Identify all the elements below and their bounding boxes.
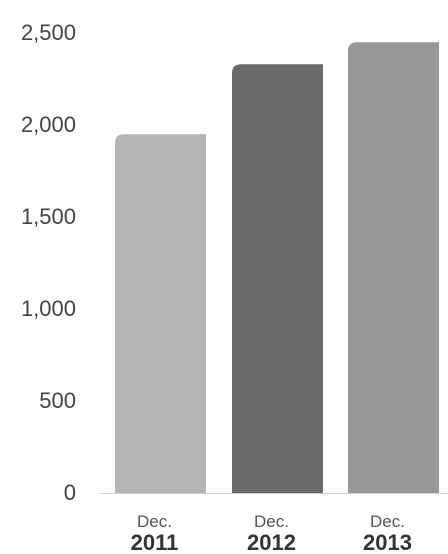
bars	[115, 42, 439, 493]
y-tick-label: 0	[64, 480, 76, 505]
bar-2012	[232, 64, 323, 493]
y-tick-label: 2,500	[21, 20, 76, 45]
y-tick-label: 2,000	[21, 112, 76, 137]
x-category-year-label: 2011	[131, 530, 179, 554]
x-category-month-label: Dec.	[370, 512, 405, 531]
x-category-year-label: 2013	[363, 530, 412, 554]
y-tick-label: 1,500	[21, 204, 76, 229]
x-category-month-label: Dec.	[254, 512, 289, 531]
bar-2011	[115, 134, 206, 493]
x-category-year-label: 2012	[247, 530, 296, 554]
y-axis-tick-labels: 0 500 1,000 1,500 2,000 2,500	[21, 20, 76, 505]
x-category-month-label: Dec.	[137, 512, 172, 531]
bar-2013	[348, 42, 439, 493]
y-tick-label: 500	[39, 388, 76, 413]
y-tick-label: 1,000	[21, 296, 76, 321]
